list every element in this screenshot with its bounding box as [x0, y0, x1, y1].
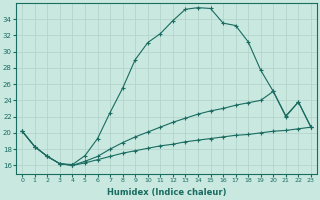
X-axis label: Humidex (Indice chaleur): Humidex (Indice chaleur): [107, 188, 226, 197]
